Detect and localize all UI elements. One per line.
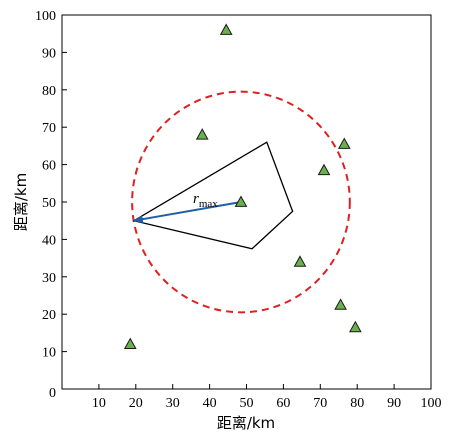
r-max-arrow xyxy=(132,201,242,224)
x-tick-label: 100 xyxy=(421,396,442,411)
r-max-sub: max xyxy=(199,198,218,210)
axis-ticks: 10 20 30 40 50 60 70 80 90 100 0 10 20 30 40 50 60 70 80 90… xyxy=(35,9,442,411)
x-tick-label: 30 xyxy=(166,396,180,411)
y-tick-label: 50 xyxy=(42,196,56,211)
polygon-layer xyxy=(132,141,294,250)
data-point-triangle xyxy=(123,337,137,350)
data-point-triangle xyxy=(317,163,331,176)
data-point-triangle xyxy=(349,320,362,333)
coverage-polygon xyxy=(132,141,294,250)
plot-frame xyxy=(61,14,432,390)
y-tick-label: 10 xyxy=(42,346,56,361)
x-tick-label: 90 xyxy=(387,396,401,411)
y-tick-label: 100 xyxy=(35,9,56,24)
max-radius-circle xyxy=(131,90,351,314)
x-tick-label: 60 xyxy=(276,396,290,411)
y-tick-label: 70 xyxy=(42,121,56,136)
points-layer xyxy=(123,23,362,350)
x-tick-label: 80 xyxy=(350,396,364,411)
y-tick-label: 80 xyxy=(42,84,56,99)
r-max-annotation: rmax xyxy=(193,191,218,210)
x-tick-label: 70 xyxy=(313,396,327,411)
data-point-triangle xyxy=(334,298,347,310)
data-point-triangle xyxy=(293,255,307,267)
x-tick-label: 50 xyxy=(240,396,254,411)
y-tick-label: 30 xyxy=(42,271,56,286)
x-axis-title: 距离/km xyxy=(217,414,275,432)
x-tick-label: 10 xyxy=(92,396,106,411)
data-point-triangle xyxy=(195,128,209,140)
r-max-main: r xyxy=(193,191,199,207)
y-tick-label: 0 xyxy=(49,386,56,401)
max-radius-circle-layer xyxy=(131,90,351,314)
y-tick-label: 40 xyxy=(42,233,56,248)
y-tick-label: 90 xyxy=(42,46,56,61)
x-tick-label: 40 xyxy=(203,396,217,411)
y-axis-title: 距离/km xyxy=(12,173,30,231)
y-tick-label: 20 xyxy=(42,308,56,323)
radius-arrow-layer xyxy=(132,201,242,224)
x-tick-label: 20 xyxy=(129,396,143,411)
data-point-triangle xyxy=(219,23,233,35)
y-tick-label: 60 xyxy=(42,159,56,174)
data-point-triangle xyxy=(337,137,351,149)
data-point-triangle xyxy=(234,195,248,207)
